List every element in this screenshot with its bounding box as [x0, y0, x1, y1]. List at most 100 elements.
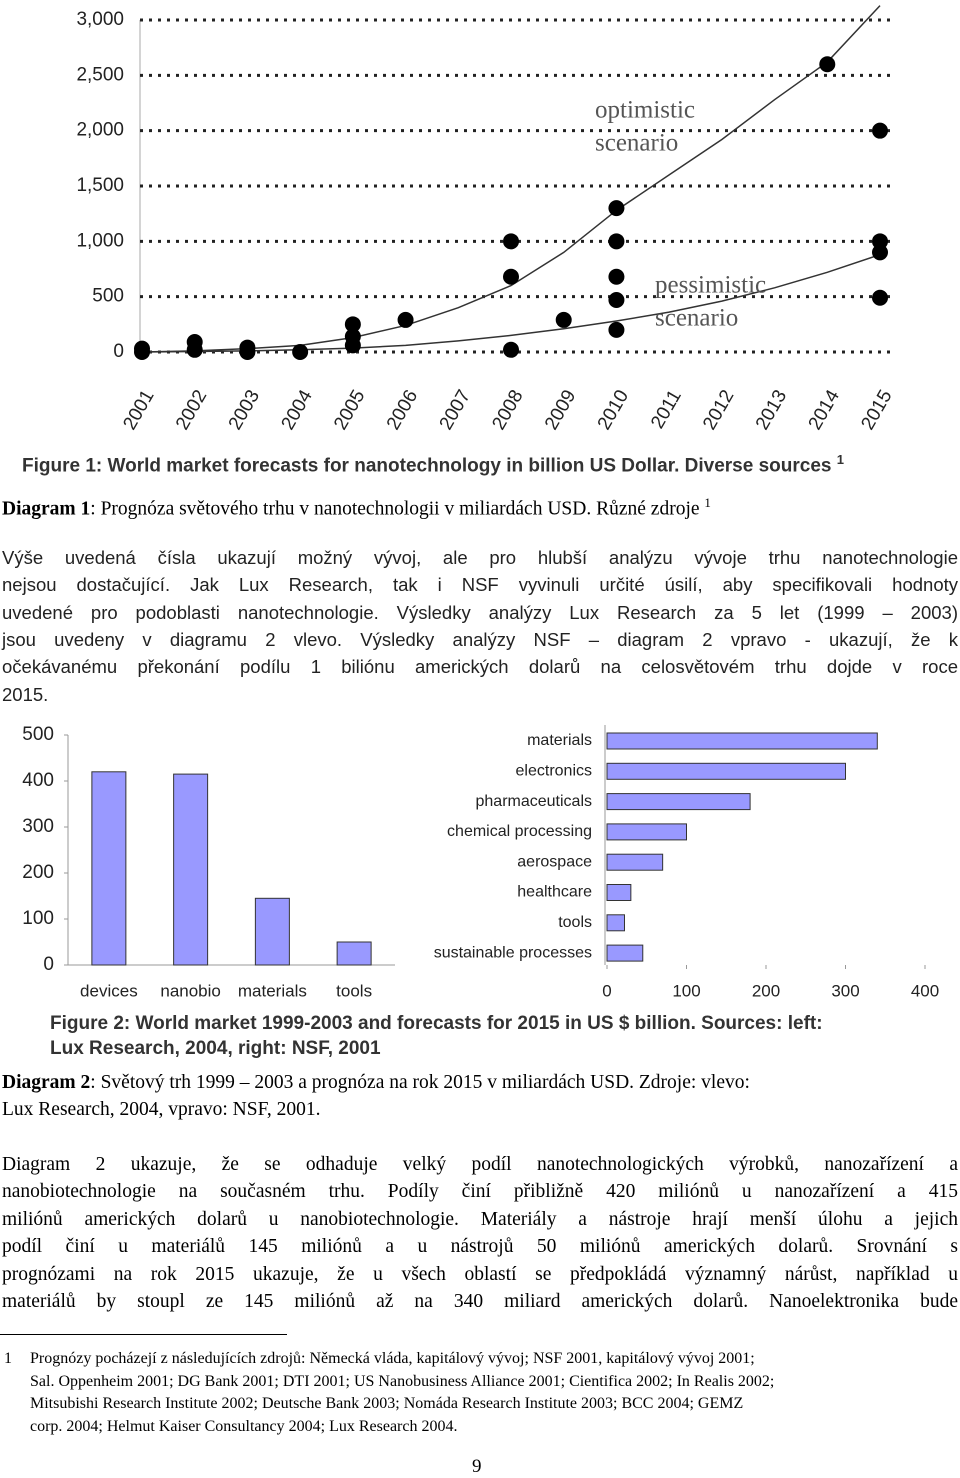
y-tick-label: 1,500: [76, 175, 124, 196]
x-tick-label: 0: [602, 981, 611, 1000]
data-point: [872, 289, 888, 306]
x-tick-label: 2010: [594, 387, 633, 434]
annotation: scenario: [595, 130, 678, 157]
x-tick-label: 2012: [699, 387, 738, 434]
scenario-curve: [141, 253, 881, 353]
caption-sup: 1: [836, 452, 844, 467]
x-tick-label: 2006: [383, 387, 422, 434]
y-tick-label: 2,500: [76, 64, 124, 85]
footnote-line: corp. 2004; Helmut Kaiser Consultancy 20…: [30, 1417, 458, 1435]
y-tick-label: 2,000: [76, 120, 124, 141]
figure-caption-line: Figure 2: World market 1999-2003 and for…: [50, 1013, 823, 1034]
bar: [606, 732, 878, 750]
data-point: [555, 311, 572, 328]
y-tick-label: 0: [113, 341, 124, 362]
y-tick-label: healthcare: [517, 884, 592, 901]
diagram-caption: Diagram 1: Prognóza světového trhu v nan…: [2, 491, 958, 522]
caption-label: Diagram 2: [2, 1072, 91, 1093]
y-tick-label: 400: [22, 770, 54, 791]
figure-caption: Figure 1: World market forecasts for nan…: [22, 452, 844, 477]
footnote-number: 1: [4, 1350, 12, 1367]
x-tick-label: 400: [911, 981, 939, 1000]
text-line: materiálů by stoupl ze 145 miliónů až na…: [2, 1291, 958, 1312]
data-point: [503, 268, 519, 285]
text-line: prognózami na rok 2015 ukazuje, že u vše…: [2, 1263, 958, 1285]
caption-text: Figure 1: World market forecasts for nan…: [22, 455, 832, 477]
x-tick-label: 2004: [277, 386, 317, 433]
footnote-line: Sal. Oppenheim 2001; DG Bank 2001; DTI 2…: [30, 1372, 775, 1390]
annotation: pessimistic: [655, 272, 766, 299]
y-tick-label: chemical processing: [447, 823, 592, 840]
text-line: Výše uvedená čísla ukazují možný vývoj, …: [2, 547, 958, 568]
page-number: 9: [472, 1456, 482, 1477]
bar: [606, 944, 644, 962]
caption-label: Diagram 1: [2, 498, 91, 520]
scenario-curve: [141, 5, 881, 353]
x-tick-label: 2014: [805, 386, 845, 433]
x-tick-label: 2003: [225, 387, 264, 434]
x-tick-label: materials: [238, 981, 307, 1000]
x-tick-label: 2008: [488, 387, 527, 434]
data-point: [344, 316, 361, 333]
x-tick-label: 2015: [857, 387, 896, 434]
y-tick-label: 1,000: [76, 230, 124, 251]
bar: [173, 773, 209, 966]
x-tick-label: 2005: [330, 387, 369, 434]
footnote-rule: [0, 1334, 287, 1335]
text-line: uvedené pro podoblasti nanotechnologie. …: [2, 601, 958, 623]
figure-caption-line: Lux Research, 2004, right: NSF, 2001: [50, 1038, 381, 1059]
y-tick-label: tools: [558, 914, 592, 931]
x-tick-label: nanobio: [160, 981, 221, 1000]
y-tick-label: electronics: [516, 763, 592, 780]
bar: [606, 793, 751, 811]
x-tick-label: 300: [831, 981, 859, 1000]
data-point: [608, 200, 625, 217]
text-line: 2015.: [2, 683, 49, 705]
data-point: [608, 268, 625, 285]
y-tick-label: pharmaceuticals: [476, 793, 593, 810]
x-tick-label: 100: [672, 981, 700, 1000]
text-line: nejsou dostačující. Jak Lux Research, ta…: [2, 574, 958, 596]
data-point: [292, 344, 309, 360]
bar: [606, 853, 664, 871]
x-tick-label: 2011: [647, 387, 686, 433]
caption-text: : Prognóza světového trhu v nanotechnolo…: [90, 498, 705, 520]
bar: [606, 884, 632, 901]
data-point: [819, 56, 836, 73]
text-line: jsou uvedeny v diagramu 2 vlevo. Výsledk…: [2, 628, 958, 650]
data-point: [344, 337, 361, 354]
x-tick-label: 2007: [436, 387, 475, 434]
text-line: Diagram 2 ukazuje, že se odhaduje velký …: [2, 1154, 958, 1175]
data-point: [872, 122, 888, 139]
x-tick-label: 2002: [172, 387, 211, 434]
data-point: [872, 244, 888, 261]
data-point: [239, 344, 256, 360]
y-tick-label: aerospace: [517, 853, 592, 870]
bar: [336, 941, 372, 966]
data-point: [503, 233, 519, 250]
y-tick-label: 3,000: [76, 9, 124, 30]
y-tick-label: 500: [92, 286, 124, 307]
bar: [606, 914, 625, 932]
x-tick-label: 200: [752, 981, 780, 1000]
data-point: [186, 341, 203, 358]
x-tick-label: tools: [336, 981, 372, 1000]
data-point: [608, 321, 625, 338]
bar: [91, 771, 127, 966]
y-tick-label: 500: [22, 724, 54, 745]
footnote-line: Mitsubishi Research Institute 2002; Deut…: [30, 1395, 744, 1413]
footnote-line: Prognózy pocházejí z následujících zdroj…: [30, 1350, 755, 1367]
x-tick-label: devices: [80, 981, 138, 1000]
caption-text: : Světový trh 1999 – 2003 a prognóza na …: [90, 1072, 750, 1093]
data-point: [608, 291, 625, 308]
data-point: [397, 311, 414, 328]
data-point: [503, 341, 519, 358]
text-line: miliónů amerických dolarů u nanobiotechn…: [2, 1208, 958, 1230]
x-tick-label: 2009: [541, 387, 580, 434]
bar: [254, 897, 290, 966]
y-tick-label: materials: [527, 732, 592, 749]
data-point: [134, 344, 150, 360]
bar: [606, 762, 846, 780]
diagram-caption-line: Lux Research, 2004, vpravo: NSF, 2001.: [2, 1099, 321, 1120]
